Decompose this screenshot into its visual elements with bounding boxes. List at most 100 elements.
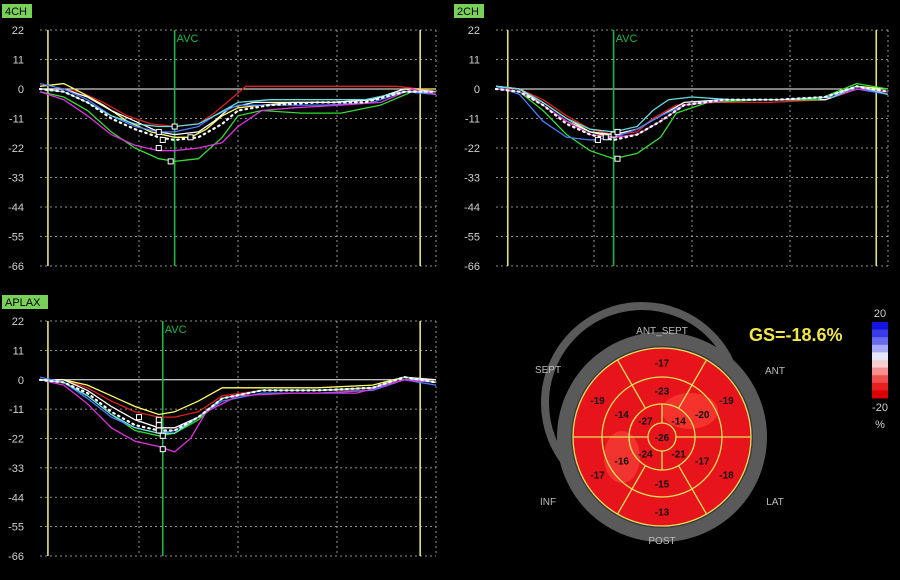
segment-curve <box>39 88 437 152</box>
segment-value-apical: -27 <box>638 416 653 427</box>
segment-value-apex: -26 <box>655 433 670 444</box>
y-tick-label: -22 <box>8 143 24 155</box>
avc-label: AVC <box>177 33 199 45</box>
peak-marker <box>159 136 166 143</box>
segment-value-mid: -15 <box>655 480 670 491</box>
bullseye-plot: -17-19-18-13-17-19-23-20-17-15-16-14-27-… <box>535 302 843 547</box>
y-tick-label: -33 <box>464 173 480 185</box>
segment-value-basal: -19 <box>590 396 605 407</box>
color-scale-step <box>872 367 888 376</box>
segment-curve <box>39 91 437 163</box>
peak-marker <box>155 145 162 151</box>
y-tick-label: -44 <box>8 202 24 214</box>
average-curve <box>494 85 890 142</box>
avc-label: AVC <box>165 324 187 336</box>
strain-panel-aplax: APLAX 22 11 0 -11 -22 -33 -44 -55 -66 AVC <box>2 295 438 563</box>
segment-value-mid: -20 <box>695 410 710 421</box>
peak-marker <box>602 134 609 141</box>
y-tick-label: -11 <box>465 114 480 126</box>
peak-marker <box>167 158 174 165</box>
panel-tag: 2CH <box>457 6 479 18</box>
bullseye-highlight <box>662 393 718 429</box>
peak-marker <box>594 136 601 143</box>
segment-curve <box>495 82 889 160</box>
peak-marker <box>614 128 621 135</box>
scale-top-label: 20 <box>874 308 886 320</box>
wall-label-post: POST <box>648 536 675 547</box>
segment-value-basal: -17 <box>590 470 605 481</box>
y-tick-label: 11 <box>469 55 480 67</box>
segment-value-apical: -14 <box>671 416 686 427</box>
segment-value-mid: -16 <box>615 456 630 467</box>
strain-panel-2ch: 2CH 22 11 0 -11 -22 -33 -44 -55 -66 AVC <box>454 4 890 273</box>
color-scale-step <box>872 382 888 391</box>
peak-marker <box>159 432 166 439</box>
peak-marker <box>614 155 621 162</box>
segment-curve <box>40 88 437 136</box>
y-tick-label: -55 <box>8 522 24 534</box>
global-strain-value: GS=-18.6% <box>749 325 843 345</box>
segment-curve <box>39 379 437 453</box>
y-tick-label: -44 <box>8 492 24 504</box>
peak-marker <box>155 427 162 434</box>
y-tick-label: 11 <box>13 345 24 357</box>
segment-value-basal: -18 <box>719 470 734 481</box>
segment-curve <box>40 85 437 128</box>
scale-bottom-label: -20 <box>872 402 888 414</box>
y-tick-label: -44 <box>464 202 480 214</box>
peak-marker <box>187 134 194 141</box>
wall-label-ant: ANT <box>765 366 785 377</box>
segment-value-basal: -17 <box>655 359 670 370</box>
color-scale-step <box>872 360 888 369</box>
y-tick-label: -55 <box>464 232 480 244</box>
panel-tag-bg <box>2 4 32 18</box>
color-scale-step <box>872 337 888 346</box>
y-tick-label: -33 <box>8 173 24 185</box>
y-tick-label: -55 <box>8 232 24 244</box>
segment-curve <box>39 88 436 128</box>
y-tick-label: 22 <box>12 25 24 37</box>
avc-label: AVC <box>616 33 638 45</box>
segment-value-basal: -19 <box>719 396 734 407</box>
y-tick-label: -66 <box>8 551 24 563</box>
panel-tag: APLAX <box>5 297 41 309</box>
segment-value-mid: -23 <box>655 387 670 398</box>
segment-curve <box>40 376 437 416</box>
peak-marker <box>155 128 162 135</box>
strain-panel-4ch: 4CH 22 11 0 -11 -22 -33 -44 -55 -66 AVC <box>2 4 438 273</box>
bullseye-highlight <box>604 431 640 483</box>
color-scale-step <box>872 390 888 399</box>
y-tick-label: 22 <box>12 316 24 328</box>
bullseye-map <box>573 348 751 526</box>
color-scale: 20 -20% <box>872 308 888 431</box>
scale-unit-label: % <box>875 419 885 431</box>
bullseye-spoke <box>616 465 647 515</box>
panel-tag: 4CH <box>5 6 27 18</box>
bullseye-spoke <box>616 359 647 409</box>
bullseye-spoke <box>677 465 708 515</box>
segment-value-mid: -14 <box>615 410 630 421</box>
segment-value-mid: -17 <box>695 456 710 467</box>
wall-label-lat: LAT <box>766 497 784 508</box>
y-tick-label: 0 <box>474 84 480 96</box>
y-tick-label: 0 <box>18 84 24 96</box>
y-tick-label: -22 <box>464 143 480 155</box>
average-curve <box>38 375 438 432</box>
wall-label-inf: INF <box>540 497 556 508</box>
y-tick-label: -11 <box>9 404 24 416</box>
y-tick-label: -11 <box>9 114 24 126</box>
wall-label-ant-sept: ANT_SEPT <box>636 326 688 337</box>
segment-value-apical: -21 <box>671 450 686 461</box>
panel-tag-bg <box>2 295 48 309</box>
color-scale-step <box>872 329 888 338</box>
segment-value-apical: -24 <box>638 450 653 461</box>
average-curve <box>38 87 438 142</box>
y-tick-label: -33 <box>8 463 24 475</box>
color-scale-step <box>872 375 888 384</box>
y-tick-label: -66 <box>464 261 480 273</box>
peak-marker <box>159 446 166 453</box>
peak-marker <box>136 414 142 421</box>
y-tick-label: 0 <box>18 375 24 387</box>
y-tick-label: 22 <box>468 25 480 37</box>
